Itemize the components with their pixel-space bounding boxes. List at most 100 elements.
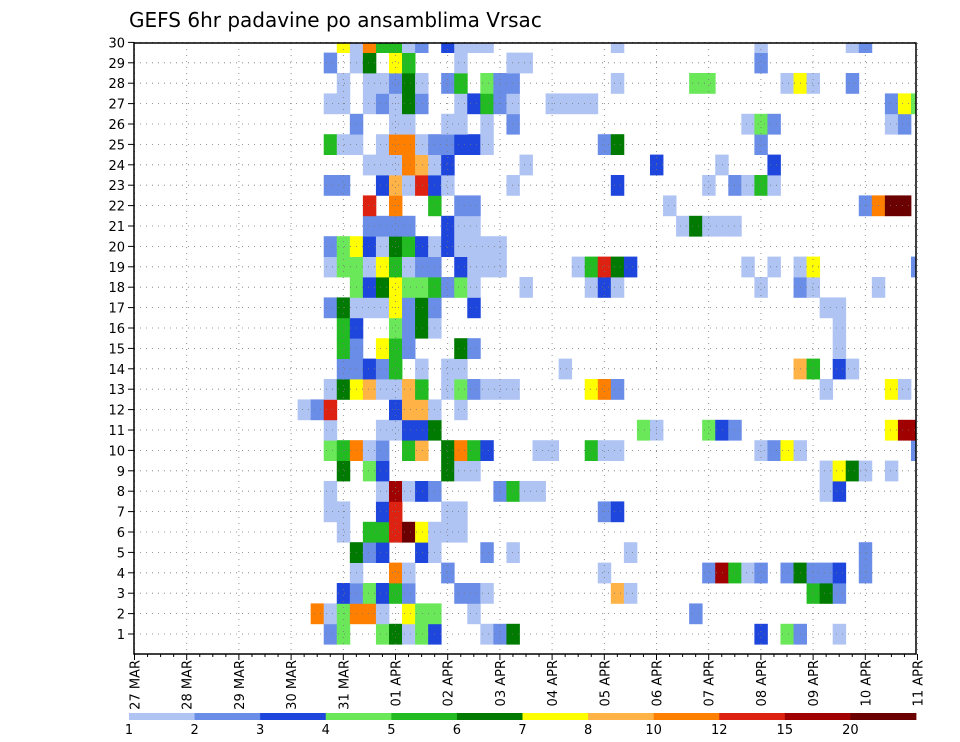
heatmap-cell bbox=[584, 277, 599, 298]
heatmap-cell bbox=[415, 256, 429, 278]
x-tick-label: 03 APR bbox=[494, 660, 509, 706]
heatmap-cell bbox=[415, 399, 429, 421]
heatmap-cell bbox=[702, 419, 716, 441]
colorbar-label: 5 bbox=[387, 723, 395, 738]
heatmap-cell bbox=[780, 73, 794, 94]
heatmap-cell bbox=[388, 154, 403, 176]
heatmap-cell bbox=[584, 93, 599, 115]
heatmap-cell bbox=[375, 521, 390, 543]
heatmap-cell bbox=[610, 501, 625, 523]
heatmap-cell bbox=[336, 317, 351, 339]
heatmap-cell bbox=[832, 562, 847, 584]
heatmap-cell bbox=[415, 440, 429, 461]
heatmap-cell bbox=[610, 73, 625, 94]
heatmap-cell bbox=[702, 73, 716, 94]
heatmap-cell bbox=[362, 93, 377, 115]
heatmap-cell bbox=[362, 358, 377, 380]
heatmap-cell bbox=[832, 297, 847, 319]
y-tick-label: 17 bbox=[108, 302, 125, 317]
heatmap-cell bbox=[676, 215, 690, 237]
heatmap-cell bbox=[754, 113, 768, 135]
y-tick-label: 30 bbox=[108, 36, 125, 51]
heatmap-cell bbox=[689, 603, 703, 625]
heatmap-cell bbox=[402, 236, 416, 257]
heatmap-cell bbox=[375, 73, 390, 94]
heatmap-cell bbox=[402, 113, 416, 135]
heatmap-cell bbox=[702, 215, 716, 237]
heatmap-cell bbox=[806, 358, 821, 380]
heatmap-cell bbox=[558, 358, 573, 380]
colorbar-swatch bbox=[522, 713, 589, 720]
heatmap-cell bbox=[375, 623, 390, 645]
colorbar-swatch bbox=[588, 713, 655, 720]
heatmap-cell bbox=[767, 256, 781, 278]
y-tick-label: 13 bbox=[108, 383, 125, 398]
y-tick-label: 2 bbox=[117, 608, 125, 623]
heatmap-cell bbox=[441, 521, 455, 543]
heatmap-cell bbox=[415, 134, 429, 155]
heatmap-cell bbox=[480, 440, 494, 461]
heatmap-cell bbox=[623, 256, 638, 278]
heatmap-cell bbox=[584, 256, 599, 278]
heatmap-cell bbox=[388, 358, 403, 380]
heatmap-cell bbox=[610, 43, 625, 53]
heatmap-cell bbox=[506, 52, 520, 74]
heatmap-cell bbox=[402, 73, 416, 94]
heatmap-cell bbox=[349, 43, 364, 53]
heatmap-cell bbox=[375, 154, 390, 176]
colorbar-label: 4 bbox=[322, 723, 330, 738]
heatmap-cell bbox=[715, 154, 729, 176]
heatmap-cell bbox=[362, 215, 377, 237]
heatmap-cell bbox=[480, 256, 494, 278]
heatmap-cell bbox=[702, 175, 716, 196]
heatmap-cell bbox=[402, 440, 416, 461]
heatmap-cell bbox=[454, 134, 468, 155]
heatmap-cell bbox=[336, 236, 351, 257]
heatmap-cell bbox=[336, 460, 351, 482]
heatmap-cell bbox=[375, 297, 390, 319]
x-tick-label: 04 APR bbox=[546, 660, 561, 706]
heatmap-cell bbox=[806, 73, 821, 94]
heatmap-cell bbox=[388, 175, 403, 196]
heatmap-cell bbox=[884, 460, 899, 482]
heatmap-cell bbox=[375, 419, 390, 441]
heatmap-cell bbox=[323, 236, 338, 257]
colorbar-swatch bbox=[194, 713, 261, 720]
heatmap-cell bbox=[362, 73, 377, 94]
y-tick-label: 20 bbox=[108, 240, 125, 255]
heatmap-cell bbox=[402, 134, 416, 155]
heatmap-cell bbox=[454, 52, 468, 74]
heatmap-cell bbox=[454, 73, 468, 94]
heatmap-cell bbox=[375, 460, 390, 482]
heatmap-cell bbox=[388, 236, 403, 257]
heatmap-cell bbox=[832, 317, 847, 339]
heatmap-cell bbox=[415, 603, 429, 625]
heatmap-cell bbox=[532, 481, 546, 502]
heatmap-cell bbox=[467, 379, 481, 400]
heatmap-cell bbox=[819, 583, 834, 604]
x-tick-label: 10 APR bbox=[859, 660, 874, 706]
y-tick-label: 10 bbox=[108, 444, 125, 459]
heatmap-cell bbox=[362, 379, 377, 400]
heatmap-cell bbox=[910, 419, 917, 441]
heatmap-cell bbox=[402, 154, 416, 176]
heatmap-cell bbox=[402, 399, 416, 421]
heatmap-cell bbox=[454, 195, 468, 217]
y-tick-label: 16 bbox=[108, 322, 125, 337]
heatmap-cell bbox=[454, 277, 468, 298]
heatmap-cell bbox=[441, 236, 455, 257]
heatmap-cell bbox=[819, 481, 834, 502]
heatmap-cell bbox=[897, 379, 912, 400]
heatmap-cell bbox=[897, 419, 912, 441]
heatmap-cell bbox=[323, 297, 338, 319]
heatmap-cell bbox=[597, 562, 612, 584]
heatmap-cell bbox=[336, 440, 351, 461]
heatmap-cell bbox=[402, 277, 416, 298]
heatmap-cell bbox=[519, 277, 533, 298]
heatmap-cell bbox=[506, 93, 520, 115]
heatmap-cell bbox=[806, 583, 821, 604]
heatmap-cell bbox=[597, 277, 612, 298]
heatmap-cell bbox=[310, 399, 325, 421]
heatmap-cell bbox=[897, 195, 912, 217]
